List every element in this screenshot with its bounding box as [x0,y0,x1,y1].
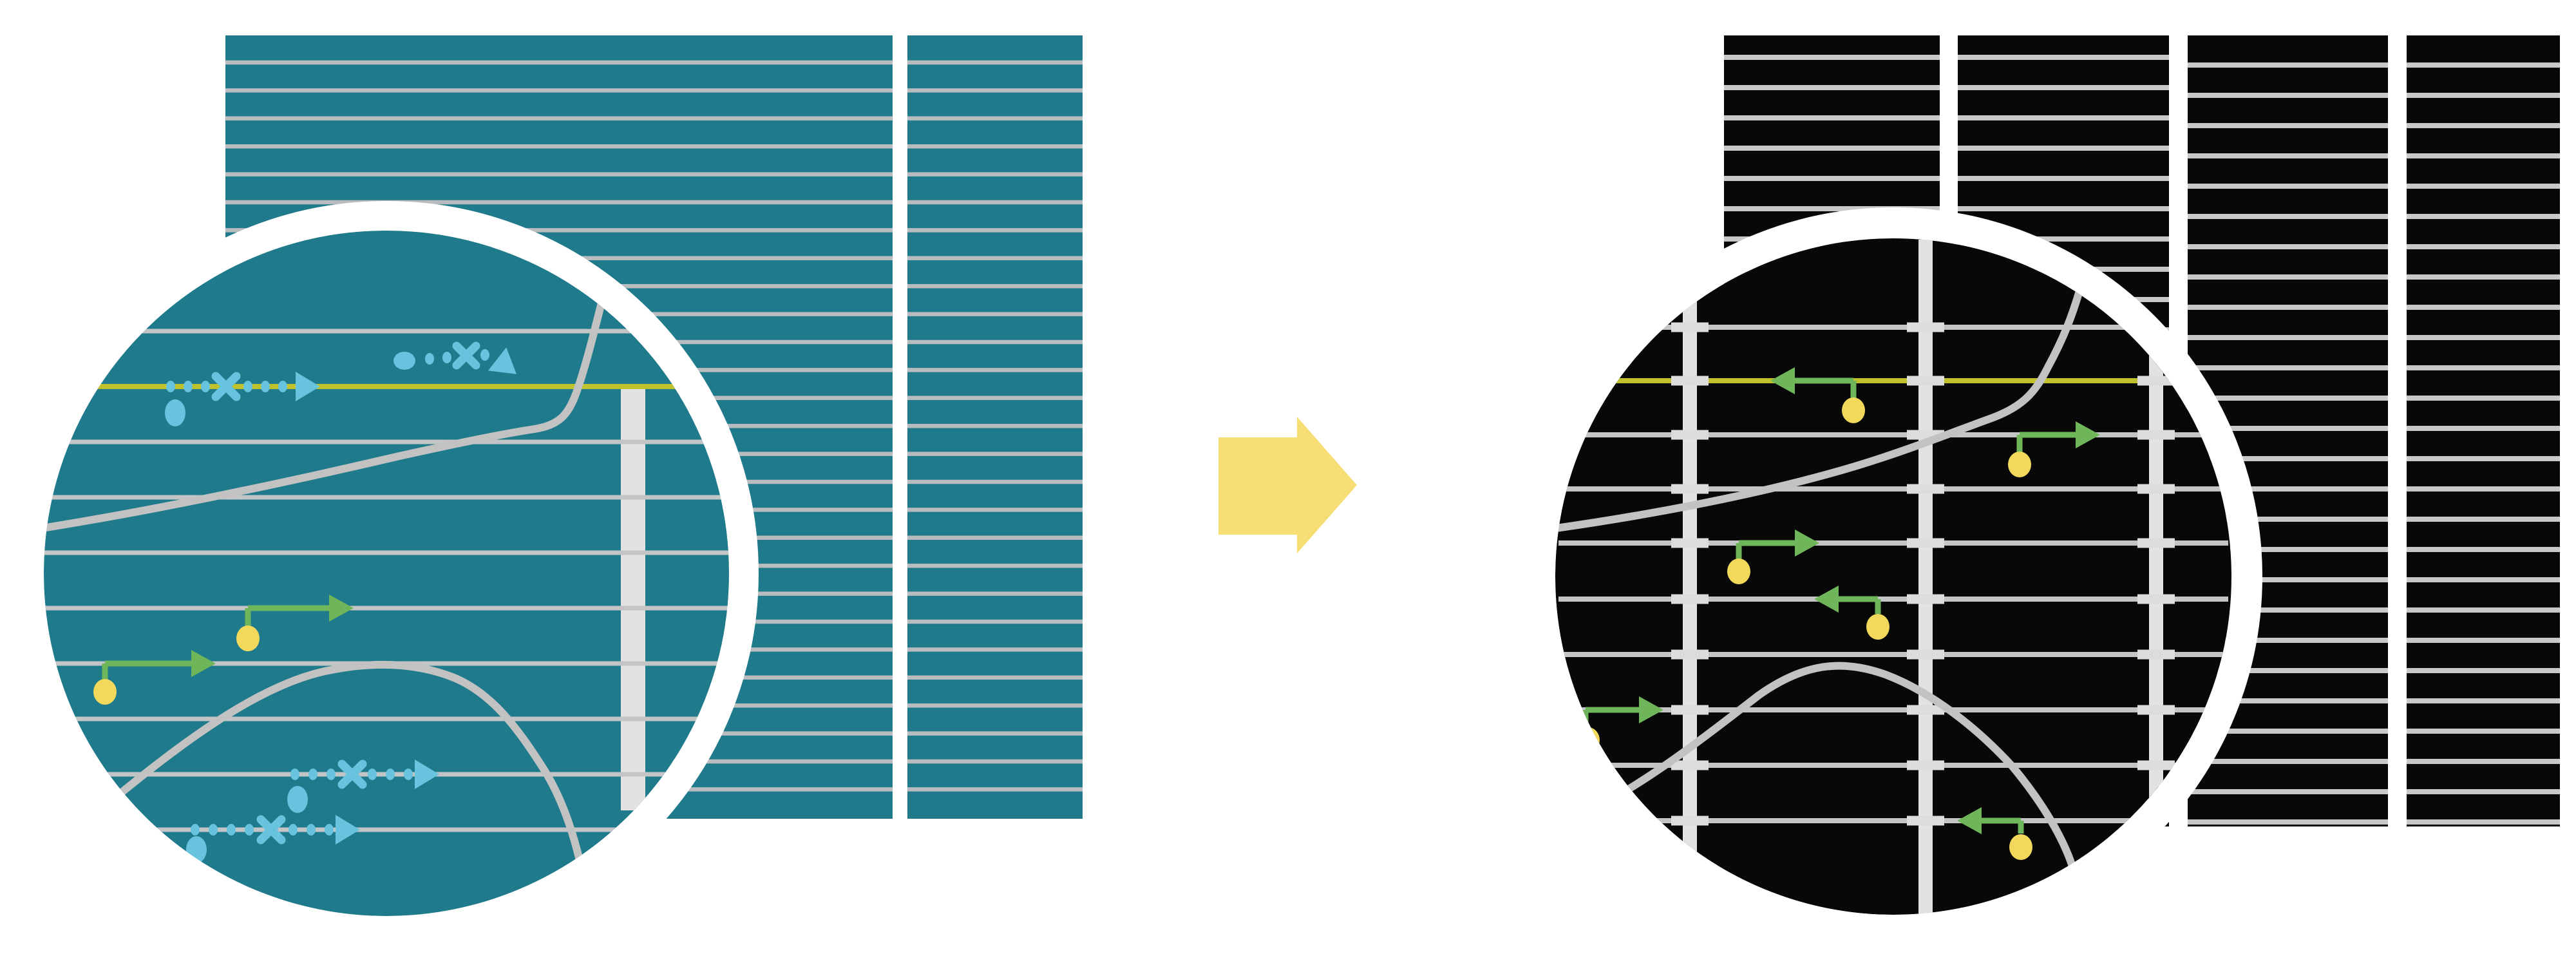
busbar-contact-pad [1671,760,1709,770]
grain-boundary-lower [1590,662,2076,870]
busbar-contact-pad [2137,538,2175,548]
magnifier-left-disc [44,231,729,916]
busbar-contact-pad [1907,594,1944,604]
busbar-contact-pad [1907,705,1944,715]
magnifier-ring [1524,207,2262,946]
magnifier-left-content [44,296,729,879]
electron-path-dots [243,381,252,392]
busbar-contact-pad [1907,538,1944,548]
busbar [2149,240,2163,915]
electron-path-dot [425,353,434,365]
busbar-contact-pad [2137,376,2175,386]
electron-path-dots [261,381,270,392]
grain-boundary-upper [1555,289,2083,533]
electron-path-dot [480,349,489,361]
electron-path-dots [290,769,299,780]
electron-path-dots [289,824,298,836]
electron-path-dots [368,769,377,780]
electron-path-dots [209,824,218,836]
carrier-arrowhead [1639,696,1663,723]
busbar-contact-pad [1907,649,1944,660]
left-panel-strip [907,35,1083,819]
busbar-contact-pad [1907,376,1944,386]
electron-path-dots [245,824,254,836]
electron-dot [393,352,415,370]
busbar-contact-pad [2137,594,2175,604]
magnifier-right-disc [1555,238,2231,915]
busbar-contact-pad [2137,649,2175,660]
magnifier-ring [14,201,759,946]
carrier-arrowhead [1770,367,1795,394]
busbar-contact-pad [1671,322,1709,332]
transform-arrow [1218,417,1357,553]
electron-path-dots [404,769,413,780]
busbar-contact-pad [1671,430,1709,440]
carrier-dot [2008,452,2031,477]
electron-path-dots [227,824,236,836]
busbar-contact-pad [2137,705,2175,715]
busbar [1918,240,1933,915]
busbar-contact-pad [1671,376,1709,386]
busbar-contact-pad [1671,484,1709,494]
electron-arrowhead [336,815,360,845]
magnifier-right-content [1555,240,2228,915]
recombination-x [337,759,367,789]
busbar-contact-pad [1907,484,1944,494]
carrier-dot [2009,834,2032,860]
busbar [621,385,645,810]
carrier-dot [1866,614,1889,640]
electron-dot [165,399,185,426]
carrier-arrowhead [329,595,354,622]
recombination-x [452,341,480,370]
magnifier-right [1524,207,2262,946]
carrier-dot [1842,397,1865,423]
recombination-x [256,815,286,845]
grain-boundary-lower [93,660,587,879]
electron-path-dots [307,824,316,836]
electron-path-dots [184,381,193,392]
electron-path-dots [308,769,317,780]
busbar-contact-pad [1671,649,1709,660]
electron-path-dots [166,381,175,392]
electron-path-dot [442,352,451,363]
busbar-contact-pad [1907,322,1944,332]
electron-arrowhead [415,759,439,789]
carrier-arrowhead [1814,586,1839,613]
carrier-arrowhead [1957,807,1982,834]
electron-path-dots [191,824,200,836]
electron-path-dots [325,824,334,836]
recombination-x [211,372,241,401]
electron-path-dots [327,769,336,780]
magnifier-left [14,201,759,946]
electron-dot [287,786,308,813]
busbar [1683,240,1697,915]
busbar-contact-pad [2137,430,2175,440]
grain-boundary-upper [44,296,606,532]
busbar-contact-pad [2137,484,2175,494]
busbar-contact-pad [1907,816,1944,826]
carrier-arrowhead [2076,421,2100,448]
busbar-contact-pad [1671,594,1709,604]
electron-path-dots [278,381,287,392]
busbar-contact-pad [1671,705,1709,715]
busbar-contact-pad [2137,760,2175,770]
carrier-arrowhead [191,650,216,677]
right-panel-column-4 [2407,35,2560,826]
carrier-dot [236,625,260,651]
carrier-dot [93,679,117,705]
busbar-contact-pad [1907,760,1944,770]
busbar-contact-pad [1671,816,1709,826]
busbar-contact-pad [1671,538,1709,548]
electron-arrowhead [296,372,320,401]
electron-path-dots [386,769,395,780]
carrier-dot [1727,559,1750,584]
electron-arrowhead [488,347,516,374]
electron-path-dots [201,381,210,392]
carrier-arrowhead [1795,530,1819,557]
